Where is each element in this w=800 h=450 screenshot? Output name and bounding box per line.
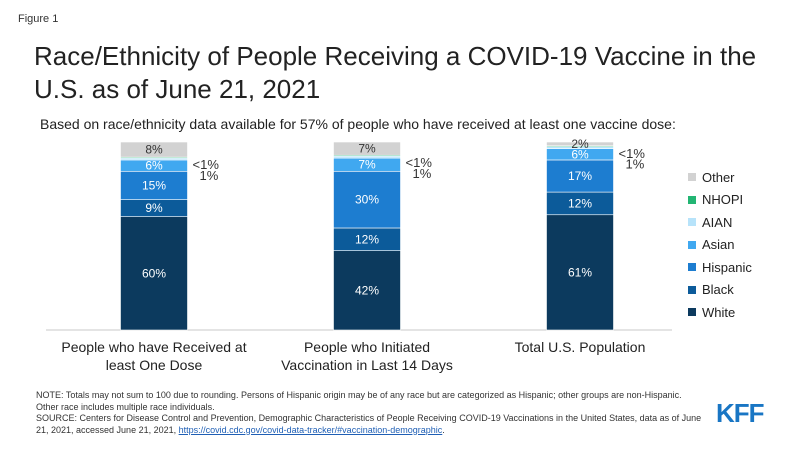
legend-swatch	[688, 308, 696, 317]
category-label-1-line-1: People who have Received at	[61, 339, 246, 355]
data-label-aian-1: 1%	[200, 168, 219, 183]
legend-item-black: Black	[688, 279, 752, 302]
legend-label: Other	[702, 169, 735, 185]
data-label-nhopi-3: <1%	[619, 146, 646, 161]
legend-label: Asian	[702, 237, 735, 253]
legend-swatch	[688, 195, 696, 204]
data-label-hispanic-2: 30%	[355, 193, 379, 207]
legend-label: AIAN	[702, 214, 733, 230]
chart-title: Race/Ethnicity of People Receiving a COV…	[34, 41, 757, 104]
data-label-nhopi-1: <1%	[193, 157, 220, 172]
legend-swatch	[688, 173, 696, 182]
figure-label: Figure 1	[18, 13, 59, 25]
data-label-asian-1: 6%	[145, 159, 163, 173]
data-label-black-1: 9%	[145, 201, 163, 215]
legend-label: Hispanic	[702, 259, 752, 275]
data-label-black-2: 12%	[355, 232, 379, 246]
legend-label: Black	[702, 282, 734, 298]
bar-segment-white-2	[333, 250, 401, 331]
data-label-black-3: 12%	[568, 196, 592, 210]
legend-label: White	[702, 304, 736, 320]
source-prefix: SOURCE: Centers for Disease Control and …	[36, 413, 702, 435]
legend-item-aian: AIAN	[688, 211, 752, 234]
legend-item-asian: Asian	[688, 234, 752, 257]
legend-item-other: Other	[688, 166, 752, 189]
data-label-white-1: 60%	[142, 266, 166, 280]
legend-swatch	[688, 285, 696, 294]
bar-segment-other-1	[120, 141, 188, 158]
data-label-other-3: 2%	[571, 137, 589, 151]
data-label-aian-2: 1%	[413, 166, 432, 181]
data-label-hispanic-1: 15%	[142, 178, 166, 192]
data-label-hispanic-3: 17%	[568, 169, 592, 183]
source-link[interactable]: https://covid.cdc.gov/covid-data-tracker…	[178, 424, 443, 435]
category-label-2-line-1: People who Initiated	[304, 339, 430, 355]
kff-logo: KFF	[716, 398, 765, 428]
data-label-asian-2: 7%	[358, 158, 376, 172]
data-label-nhopi-2: <1%	[406, 155, 433, 170]
legend-item-nhopi: NHOPI	[688, 189, 752, 212]
bar-segment-other-3	[546, 141, 614, 147]
bar-segment-white-1	[120, 216, 188, 331]
footnote: NOTE: Totals may not sum to 100 due to r…	[36, 390, 706, 436]
data-label-other-2: 7%	[358, 142, 376, 156]
category-label-2-line-2: Vaccination in Last 14 Days	[281, 357, 453, 373]
bar-segment-hispanic-2	[333, 170, 401, 229]
note-text: NOTE: Totals may not sum to 100 due to r…	[36, 390, 682, 412]
legend-swatch	[688, 218, 696, 227]
bar-segment-hispanic-1	[120, 170, 188, 200]
category-label-1-line-2: least One Dose	[106, 357, 203, 373]
data-label-other-1: 8%	[145, 143, 163, 157]
data-label-white-3: 61%	[568, 265, 592, 279]
legend-label: NHOPI	[702, 192, 744, 208]
source-suffix: .	[442, 424, 445, 435]
legend-swatch	[688, 240, 696, 249]
bar-segment-white-3	[546, 214, 614, 331]
data-label-aian-3: 1%	[626, 157, 645, 172]
bar-segment-other-2	[333, 141, 401, 156]
data-label-asian-3: 6%	[571, 147, 589, 161]
category-label-3-line-1: Total U.S. Population	[515, 339, 646, 355]
data-label-white-2: 42%	[355, 283, 379, 297]
legend-item-hispanic: Hispanic	[688, 256, 752, 279]
source-text: SOURCE: Centers for Disease Control and …	[36, 413, 706, 436]
legend-item-white: White	[688, 301, 752, 324]
legend-swatch	[688, 263, 696, 272]
bar-segment-hispanic-3	[546, 159, 614, 193]
chart-subtitle: Based on race/ethnicity data available f…	[40, 116, 676, 132]
chart-legend: Other NHOPI AIAN Asian Hispanic Black White	[688, 166, 752, 324]
